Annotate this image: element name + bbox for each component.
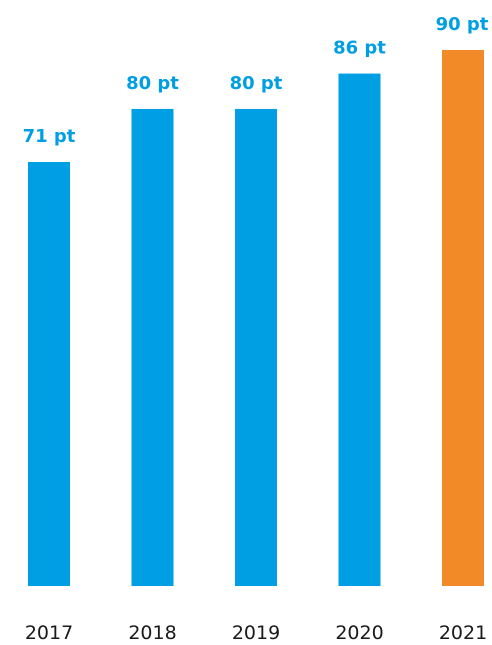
x-tick-label-2019: 2019 — [232, 622, 280, 644]
bar-2017 — [28, 162, 70, 586]
bar-2020 — [338, 73, 381, 586]
x-tick-label-2021: 2021 — [439, 622, 487, 644]
bars-group — [28, 50, 484, 587]
x-tick-label-2018: 2018 — [128, 622, 176, 644]
value-label-2020: 86 pt — [333, 38, 386, 59]
x-axis-tick-labels: 2017 2018 2019 2020 2021 — [25, 622, 487, 644]
bar-2018 — [131, 108, 174, 587]
value-label-2021: 90 pt — [436, 14, 489, 35]
bar-2019 — [235, 108, 277, 587]
value-label-2019: 80 pt — [230, 73, 283, 94]
bar-2021 — [442, 50, 484, 586]
value-label-2017: 71 pt — [23, 126, 76, 147]
x-tick-label-2017: 2017 — [25, 622, 73, 644]
value-label-2018: 80 pt — [126, 73, 179, 94]
value-labels-group: 71 pt 80 pt 80 pt 86 pt 90 pt — [23, 14, 489, 147]
x-tick-label-2020: 2020 — [335, 622, 383, 644]
